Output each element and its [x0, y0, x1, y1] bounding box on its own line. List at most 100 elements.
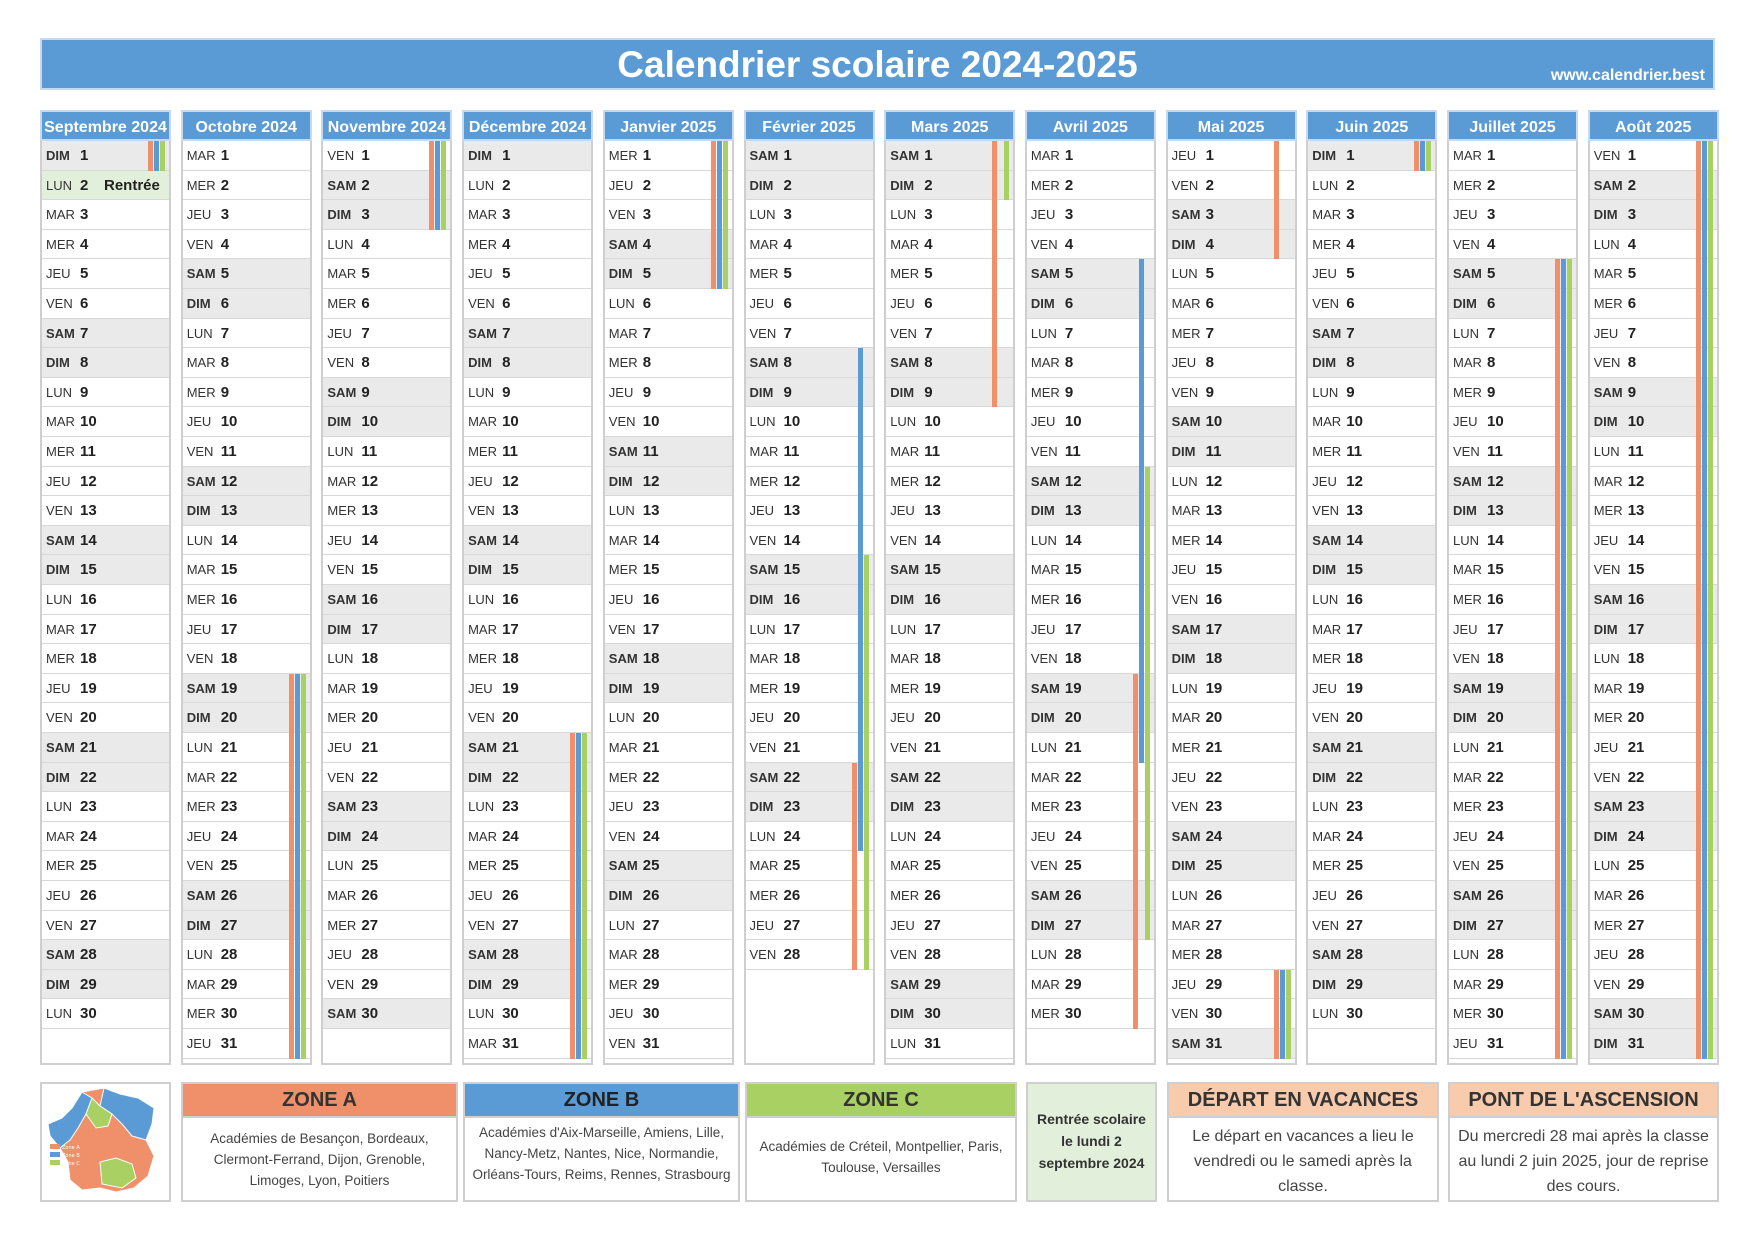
day-of-week: VEN [1593, 355, 1621, 371]
day-row: VEN 24 [604, 822, 732, 852]
day-row: VEN 27 [464, 911, 592, 941]
day-number: 10 [220, 413, 238, 431]
day-row: LUN 9 [464, 378, 592, 408]
day-number: 11 [783, 443, 800, 460]
day-row: MAR 26 [323, 881, 451, 911]
day-of-week: MAR [608, 947, 638, 963]
day-of-week: LUN [608, 296, 635, 311]
day-of-week: DIM [186, 296, 211, 311]
day-row: SAM 30 [1589, 999, 1717, 1029]
day-row: LUN 4 [1589, 230, 1717, 260]
legend-depart: DÉPART EN VACANCES Le départ en vacances… [1167, 1082, 1439, 1202]
day-of-week: VEN [186, 236, 214, 252]
day-row: VEN 17 [604, 615, 732, 645]
day-of-week: VEN [1171, 384, 1199, 400]
day-of-week: MAR [46, 414, 75, 430]
website-url[interactable]: www.calendrier.best [1550, 67, 1705, 84]
day-of-week: JEU [186, 414, 212, 430]
vacation-bar-zone-b [1561, 259, 1566, 1059]
day-number: 4 [502, 235, 511, 253]
day-row: DIM 15 [42, 555, 169, 585]
day-row: DIM 13 [1026, 496, 1154, 526]
day-of-week: VEN [608, 414, 636, 430]
day-of-week: VEN [1593, 976, 1621, 992]
day-number: 3 [1346, 206, 1355, 224]
day-number: 25 [783, 857, 801, 875]
day-number: 25 [1064, 857, 1082, 875]
day-number: 14 [1487, 531, 1504, 549]
day-number: 8 [80, 354, 89, 372]
day-of-week: MAR [1171, 296, 1201, 311]
day-row: DIM 17 [323, 614, 451, 645]
day-number: 28 [642, 946, 660, 964]
day-of-week: LUN [890, 207, 917, 223]
day-row: JEU 10 [1449, 407, 1576, 437]
day-row: DIM 27 [1026, 910, 1154, 941]
day-row: MAR 22 [182, 763, 310, 793]
day-row: MER 2 [1449, 171, 1576, 201]
day-of-week: JEU [468, 888, 493, 903]
day-row: JEU 24 [182, 822, 310, 852]
day-row: MAR 29 [182, 970, 310, 1000]
rentree-text: Rentrée scolaire le lundi 2 septembre 20… [1037, 1111, 1146, 1171]
day-number: 18 [783, 650, 801, 668]
day-number: 13 [642, 502, 660, 520]
vacation-bar-zone-c [1004, 141, 1010, 201]
day-number: 20 [502, 709, 519, 727]
day-of-week: MAR [1171, 710, 1201, 726]
day-row: LUN 18 [323, 644, 451, 674]
day-row: MER 30 [1449, 999, 1576, 1029]
day-of-week: VEN [1312, 710, 1340, 726]
day-of-week: SAM [608, 858, 638, 874]
day-of-week: MAR [1593, 888, 1623, 903]
day-number: 2 [1205, 176, 1214, 194]
day-of-week: MAR [46, 621, 75, 637]
day-number: 9 [502, 383, 511, 401]
day-number: 11 [1346, 443, 1363, 460]
day-number: 9 [80, 383, 89, 401]
day-row: MAR 5 [1589, 259, 1717, 289]
day-row: JEU 8 [1167, 348, 1295, 378]
day-number: 18 [361, 650, 379, 668]
day-of-week: DIM [749, 799, 774, 815]
day-of-week: JEU [1030, 621, 1056, 637]
day-number: 29 [1627, 975, 1645, 993]
day-row: MER 12 [886, 467, 1014, 497]
day-number: 30 [1487, 1005, 1504, 1023]
day-of-week: VEN [1171, 177, 1199, 193]
day-row: SAM 7 [42, 318, 169, 349]
day-number: 26 [1627, 887, 1645, 904]
day-number: 18 [1064, 650, 1082, 668]
day-row: SAM 26 [182, 881, 310, 911]
day-number: 26 [1205, 887, 1223, 904]
month-days: DIM 1 LUN 2 MAR 3 MER 4 JEU 5 VEN 6 SAM 7 DIM 8 LUN 9 MAR 1… [1306, 141, 1438, 1065]
day-of-week: DIM [1453, 917, 1477, 933]
day-row: JEU 5 [1308, 259, 1436, 289]
day-number: 24 [502, 827, 519, 845]
vacation-bar-zone-c [300, 673, 306, 1059]
vacation-bar-zone-a [1132, 673, 1138, 1029]
day-of-week: MAR [1593, 680, 1623, 696]
day-row: JEU 6 [886, 289, 1014, 319]
day-number: 13 [1627, 502, 1645, 520]
day-row: VEN 25 [182, 851, 310, 881]
day-number: 20 [783, 709, 801, 727]
day-row: VEN 8 [1589, 348, 1717, 378]
day-number: 14 [642, 531, 660, 549]
day-number: 7 [361, 324, 370, 342]
day-of-week: LUN [749, 414, 776, 430]
day-number: 23 [502, 798, 519, 816]
day-of-week: VEN [186, 444, 214, 459]
day-number: 15 [80, 561, 97, 579]
day-of-week: MER [1030, 177, 1060, 193]
day-row: MER 19 [745, 674, 873, 704]
day-row: VEN 6 [42, 289, 169, 319]
day-row: DIM 12 [604, 466, 732, 497]
day-number: 4 [1205, 235, 1214, 253]
day-of-week: LUN [186, 532, 213, 548]
day-of-week: LUN [1312, 384, 1339, 400]
day-number: 20 [642, 709, 660, 727]
day-number: 10 [1487, 413, 1504, 431]
day-of-week: LUN [46, 799, 73, 815]
day-of-week: JEU [890, 710, 915, 726]
